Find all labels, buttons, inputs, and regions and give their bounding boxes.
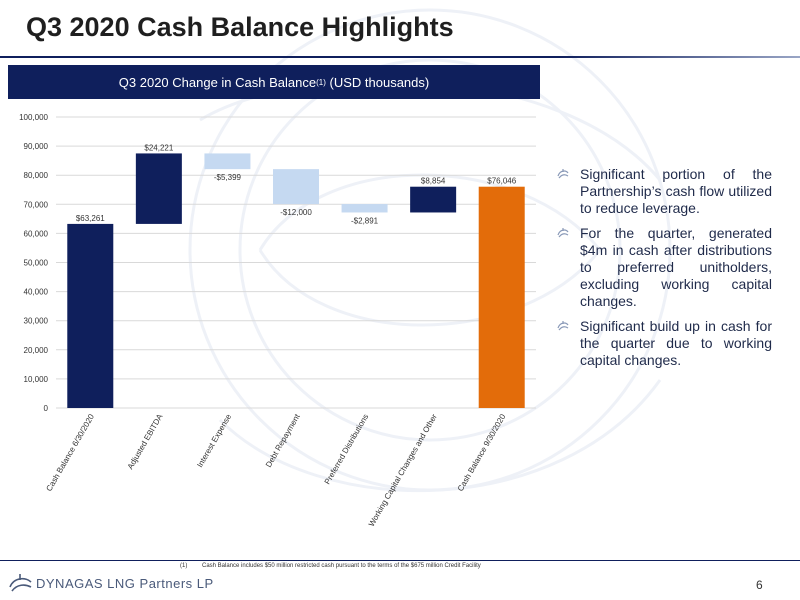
data-label: $8,854 [421,177,446,186]
y-tick-label: 40,000 [24,288,49,297]
bullet-logo-icon [557,228,569,238]
chart-header-footnote-ref: (1) [316,77,326,87]
title-divider [0,56,800,58]
data-label: $63,261 [76,214,105,223]
highlight-item: Significant portion of the Partnership’s… [556,166,772,217]
bar [204,153,251,170]
data-label: -$2,891 [351,216,379,225]
data-label: $76,046 [487,177,516,186]
bar [135,153,182,224]
x-tick-label: Cash Balance 6/30/2020 [44,412,96,493]
y-tick-label: 10,000 [24,375,49,384]
y-tick-label: 20,000 [24,346,49,355]
data-label: $24,221 [144,143,173,152]
y-tick-label: 0 [44,404,49,413]
x-tick-label: Preferred Distributions [323,413,371,486]
footnote-text: Cash Balance includes $50 million restri… [202,563,481,569]
chart-header: Q3 2020 Change in Cash Balance (1) (USD t… [8,65,540,99]
highlight-text: For the quarter, generated $4m in cash a… [580,225,772,309]
y-tick-label: 50,000 [24,259,49,268]
y-tick-label: 80,000 [24,171,49,180]
highlight-item: For the quarter, generated $4m in cash a… [556,225,772,310]
company-logo: DYNAGAS LNG Partners LP [8,572,214,594]
bar [410,186,457,213]
bar [478,186,525,408]
bar [273,169,319,205]
footnote: (1) Cash Balance includes $50 million res… [180,563,481,569]
x-tick-label: Debt Repayment [264,412,302,469]
page-title: Q3 2020 Cash Balance Highlights [26,12,454,42]
chart-header-units: (USD thousands) [329,74,430,90]
x-tick-label: Interest Expense [195,412,233,469]
y-tick-label: 60,000 [24,229,49,238]
y-tick-label: 100,000 [19,113,48,122]
data-label: -$5,399 [214,173,242,182]
x-tick-label: Adjusted EBITDA [126,412,165,471]
dynagas-logo-icon [9,574,32,592]
bullet-logo-icon [557,169,569,179]
bar [341,204,388,213]
y-tick-label: 90,000 [24,142,49,151]
highlight-text: Significant portion of the Partnership’s… [580,166,772,216]
footnote-divider [0,560,800,561]
y-tick-label: 30,000 [24,317,49,326]
bar [67,223,114,408]
highlight-text: Significant build up in cash for the qua… [580,318,772,368]
logo-text: DYNAGAS LNG Partners LP [36,575,214,591]
highlight-item: Significant build up in cash for the qua… [556,318,772,369]
x-tick-label: Working Capital Changes and Other [367,412,439,528]
y-tick-label: 70,000 [24,200,49,209]
page-number: 6 [756,578,763,592]
bullet-logo-icon [557,321,569,331]
chart-header-text: Q3 2020 Change in Cash Balance [118,74,317,90]
highlights-list: Significant portion of the Partnership’s… [556,166,772,377]
footnote-marker: (1) [180,563,188,569]
x-tick-label: Cash Balance 9/30/2020 [456,412,508,493]
data-label: -$12,000 [280,208,312,217]
